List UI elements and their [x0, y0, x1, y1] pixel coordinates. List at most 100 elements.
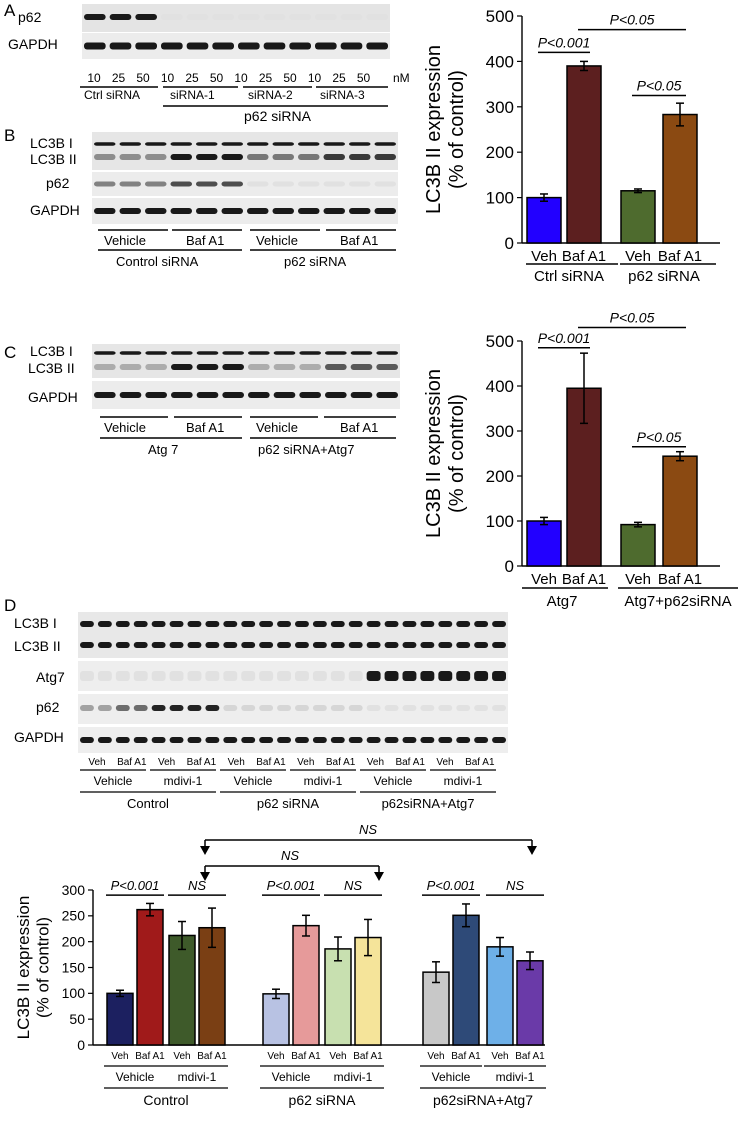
blot-band-p62	[94, 181, 116, 187]
blot-band-atg7	[438, 671, 453, 681]
y-tick-label: 50	[69, 1011, 85, 1027]
blot-band-lc3b2	[492, 642, 506, 648]
blot-band-lc3b2	[438, 642, 453, 648]
bar	[620, 523, 656, 567]
blot-band-lc3b1	[133, 621, 148, 627]
bar	[526, 196, 562, 244]
blot-strip-lc3b	[78, 612, 508, 658]
treatment-label: Vehicle	[104, 233, 146, 248]
concentration-label: 50	[357, 71, 371, 85]
treatment-label: Baf A1	[186, 420, 224, 435]
blot-band-p62	[161, 14, 183, 20]
blot-band-gapdh	[221, 208, 243, 214]
group-label: Control siRNA	[116, 254, 199, 269]
treatment-label: mdivi-1	[164, 774, 203, 788]
comparison-arrow	[374, 872, 384, 881]
blot-band-p62	[133, 705, 148, 711]
blot-band-lc3b2	[97, 642, 112, 648]
blot-band-p62	[259, 705, 274, 711]
blot-band-gapdh	[205, 737, 220, 743]
comparison-label: NS	[281, 848, 299, 863]
y-axis-label: LC3B II expression	[14, 896, 33, 1040]
blot-band-lc3b1	[119, 142, 141, 146]
treatment-label: Vehicle	[432, 1070, 471, 1084]
concentration-labels: 10 25 50 10 25 50 10 25 50 10 25 50	[87, 71, 370, 85]
group-label: p62siRNA+Atg7	[382, 796, 475, 811]
group-label: p62 siRNA	[289, 1092, 357, 1108]
blot-band-lc3b1	[97, 621, 112, 627]
treatment-label: Vehicle	[256, 233, 298, 248]
blot-band-gapdh	[247, 208, 269, 214]
blot-strip-lc3b	[92, 132, 398, 170]
veh-baf-label: Baf A1	[187, 757, 217, 768]
veh-baf-label: Veh	[367, 757, 384, 768]
group-label: Atg7	[547, 593, 578, 610]
veh-baf-labels: Veh Baf A1 Veh Baf A1 Veh Baf A1 Veh Baf A1 Veh B…	[88, 757, 495, 768]
bar	[566, 65, 602, 244]
blot-band-p62	[238, 14, 260, 20]
blot-band-p62	[438, 705, 453, 711]
significance-label: P<0.05	[610, 310, 655, 326]
veh-baf-label: Baf A1	[256, 757, 286, 768]
blot-band-gapdh	[97, 737, 112, 743]
group-label: p62 siRNA	[257, 796, 319, 811]
blot-row-label: GAPDH	[28, 389, 78, 405]
y-tick-label: 300	[62, 882, 86, 898]
blot-band-gapdh	[348, 737, 363, 743]
blot-band-p62	[169, 705, 184, 711]
blot-band-lc3b1	[259, 621, 274, 627]
blot-band-p62	[298, 181, 320, 187]
blot-band-p62	[186, 14, 209, 20]
blot-band-gapdh	[263, 42, 286, 50]
treatment-label: Baf A1	[340, 233, 378, 248]
blot-strip-p62	[92, 172, 398, 196]
blot-band-p62	[263, 14, 286, 20]
blot-band-gapdh	[161, 42, 183, 50]
x-tick-label: Veh	[427, 1051, 444, 1062]
veh-baf-label: Veh	[88, 757, 105, 768]
blot-band-gapdh	[272, 208, 294, 214]
blot-band-gapdh	[238, 42, 260, 50]
blot-band-lc3b2	[133, 642, 148, 648]
blot-band-p62	[349, 181, 371, 187]
blot-band-atg7	[312, 671, 327, 681]
y-axis-label: (% of control)	[34, 917, 53, 1018]
blot-band-lc3b1	[170, 142, 192, 146]
panel-d: D LC3B I LC3B II Atg7 p62 GAPDH Veh Baf A…	[4, 596, 508, 811]
bar	[662, 113, 698, 244]
blot-band-lc3b2	[298, 154, 320, 160]
blot-band-lc3b1	[119, 351, 142, 355]
blot-row-label: p62	[18, 9, 42, 25]
blot-band-gapdh	[133, 737, 148, 743]
group-label: Atg 7	[148, 442, 178, 457]
y-axis-label: (% of control)	[446, 394, 468, 513]
blot-band-atg7	[492, 671, 506, 681]
blot-band-lc3b2	[222, 364, 244, 370]
x-tick-label: Veh	[173, 1051, 190, 1062]
blot-band-lc3b2	[115, 642, 130, 648]
blot-band-gapdh	[119, 208, 141, 214]
bar	[516, 960, 544, 1046]
blot-strip-gapdh	[92, 381, 400, 409]
blot-band-gapdh	[384, 737, 399, 743]
blot-band-lc3b1	[272, 142, 294, 146]
blot-band-lc3b2	[119, 364, 142, 370]
panel-label-a: A	[4, 1, 16, 20]
blot-band-gapdh	[241, 737, 256, 743]
blot-band-lc3b2	[474, 642, 489, 648]
blot-band-lc3b2	[273, 364, 296, 370]
x-tick-label: Baf A1	[658, 571, 702, 588]
blot-band-lc3b1	[384, 621, 399, 627]
blot-band-gapdh	[315, 42, 337, 50]
x-tick-label: Veh	[491, 1051, 508, 1062]
blot-band-lc3b2	[330, 642, 345, 648]
blot-band-gapdh	[273, 392, 296, 398]
blot-band-lc3b2	[223, 642, 238, 648]
blot-band-lc3b2	[376, 364, 398, 370]
y-tick-label: 100	[62, 985, 86, 1001]
blot-band-p62	[151, 705, 166, 711]
group-label: Control	[127, 796, 169, 811]
blot-band-lc3b1	[323, 142, 345, 146]
blot-band-lc3b1	[248, 351, 270, 355]
